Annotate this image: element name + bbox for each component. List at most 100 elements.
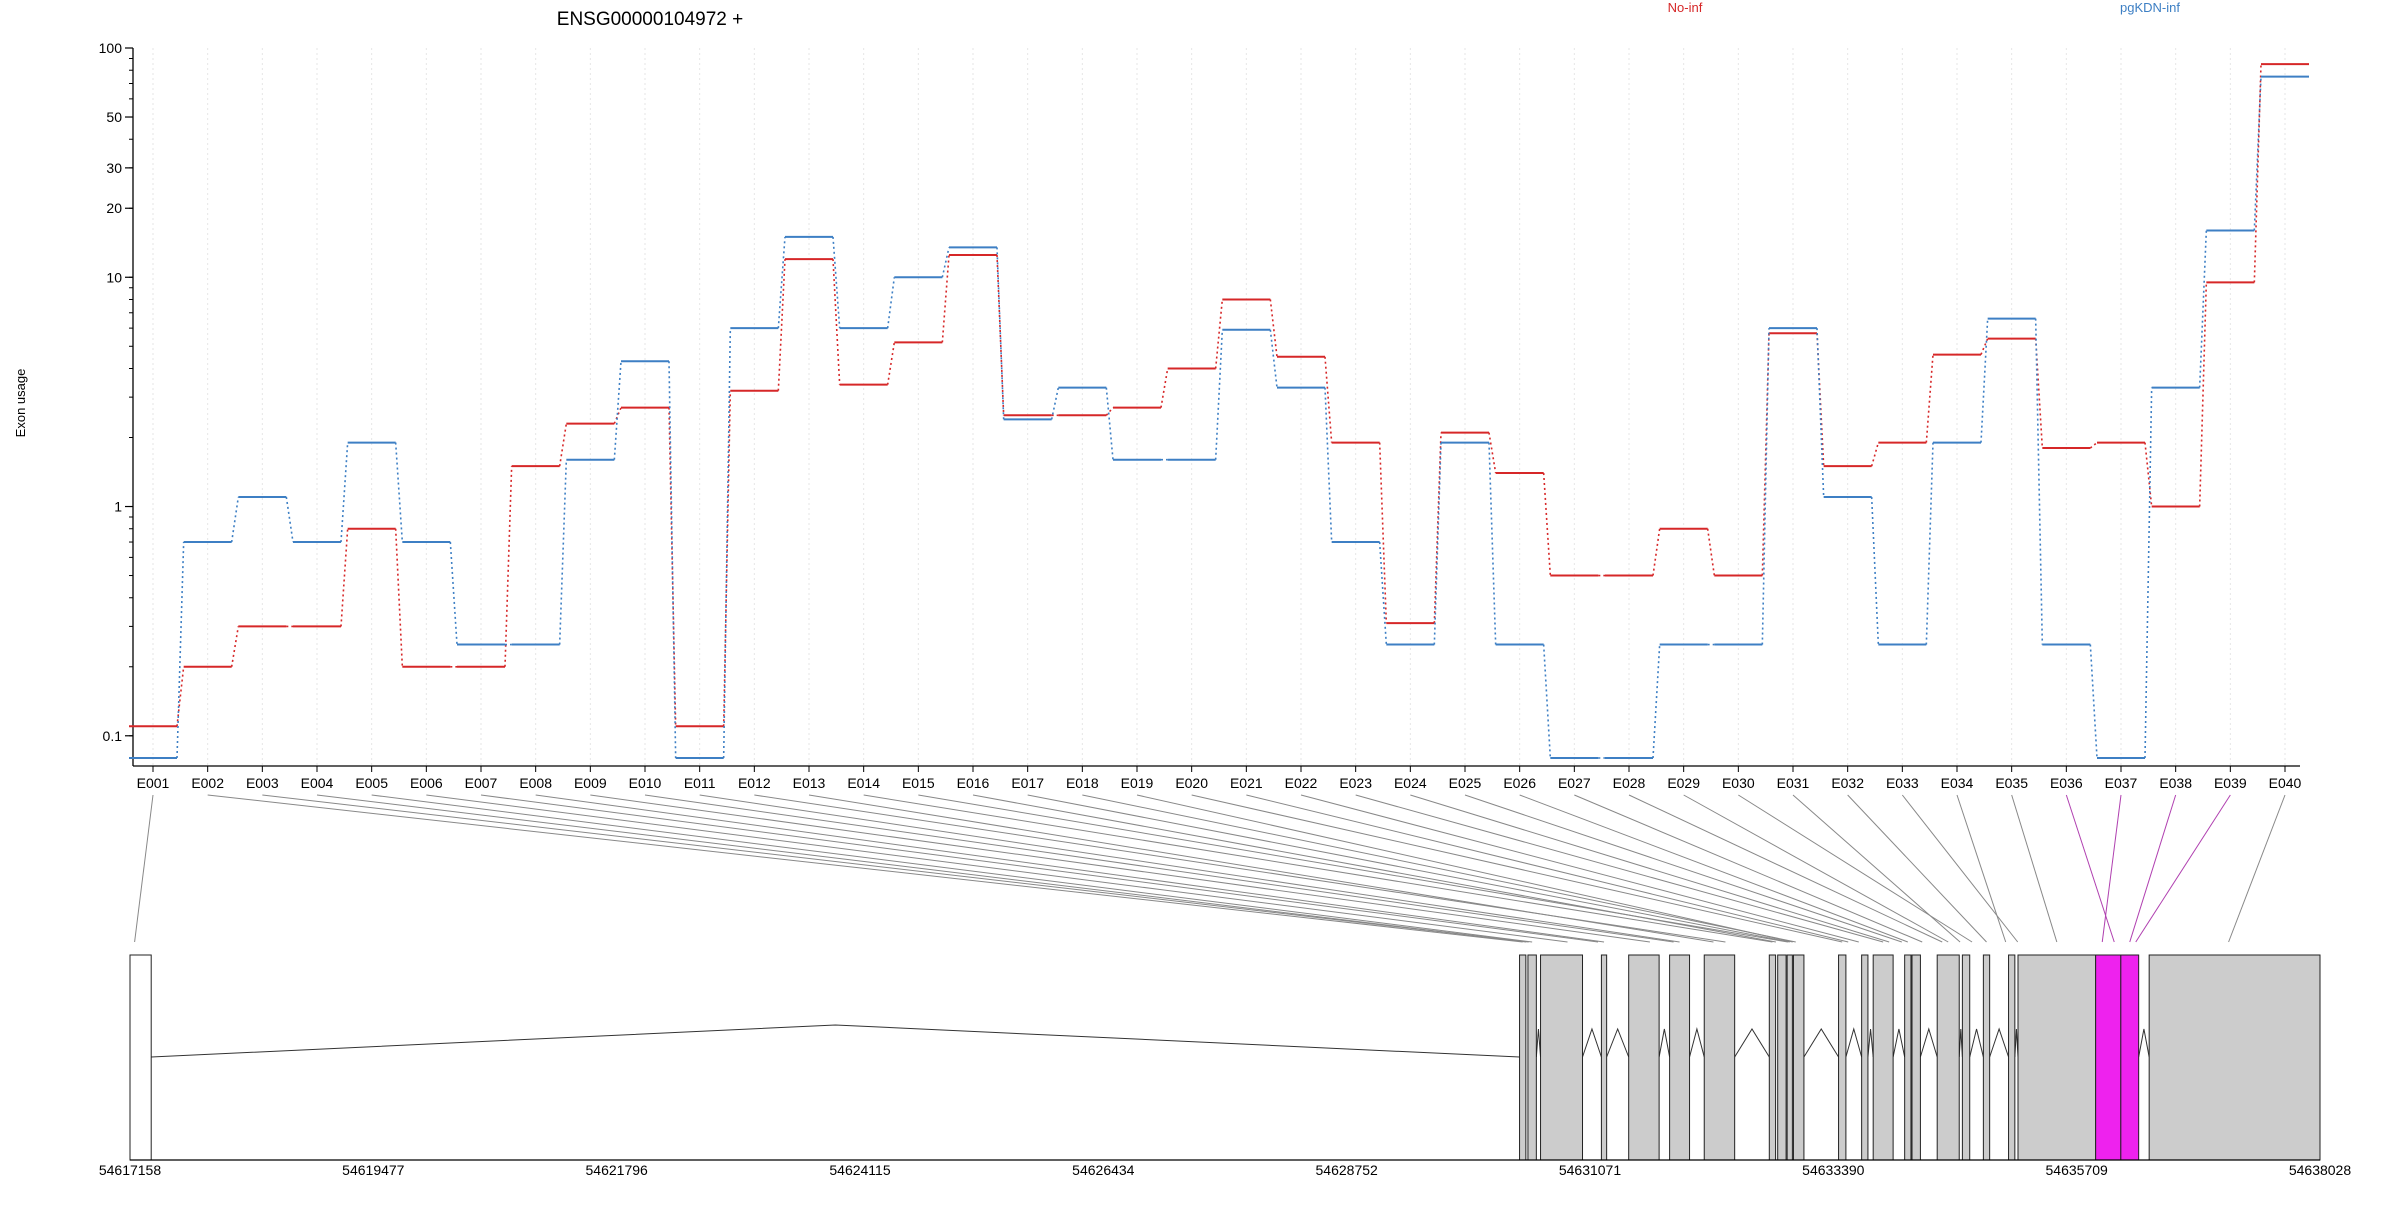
y-tick-label: 50 xyxy=(106,109,122,125)
exon-connectors xyxy=(134,794,2286,943)
connector xyxy=(2198,230,2208,388)
connector xyxy=(832,236,841,329)
label-connector-E023 xyxy=(1355,794,1884,943)
x-tick-label-E017: E017 xyxy=(1011,775,1044,791)
connector xyxy=(1269,299,1278,357)
exon xyxy=(1768,954,1777,1161)
label-connector-E037 xyxy=(2101,794,2122,943)
intron xyxy=(1845,1027,1863,1058)
label-connector-E021 xyxy=(1246,794,1849,943)
intron xyxy=(1969,1028,1984,1058)
coord-tick-label: 54617158 xyxy=(99,1162,162,1178)
x-tick-label-E040: E040 xyxy=(2269,775,2302,791)
y-tick-label: 100 xyxy=(99,40,123,56)
coord-tick-label: 54631071 xyxy=(1559,1162,1622,1178)
series-pgKDN-inf xyxy=(129,75,2309,759)
exon xyxy=(1904,954,1912,1161)
intron xyxy=(2138,1028,2150,1058)
exon xyxy=(1628,954,1660,1161)
label-connector-E008 xyxy=(535,794,1605,943)
connector xyxy=(1488,432,1497,474)
connector xyxy=(340,528,349,627)
label-connector-E031 xyxy=(1792,794,1961,943)
chart-title: ENSG00000104972 + xyxy=(557,9,743,30)
exon xyxy=(2148,954,2321,1161)
connector xyxy=(1870,442,1880,467)
exon xyxy=(1911,954,1921,1161)
x-tick-label-E005: E005 xyxy=(355,775,388,791)
x-tick-label-E007: E007 xyxy=(465,775,498,791)
label-connector-E026 xyxy=(1519,794,1908,943)
x-tick-label-E016: E016 xyxy=(957,775,990,791)
intron xyxy=(1535,1028,1542,1058)
connector xyxy=(1652,528,1661,576)
exon xyxy=(1703,954,1736,1161)
label-connector-E020 xyxy=(1191,794,1843,943)
coord-tick-label: 54638028 xyxy=(2289,1162,2352,1178)
x-tick-label-E025: E025 xyxy=(1449,775,1482,791)
connector xyxy=(2034,338,2044,449)
intron xyxy=(1892,1028,1906,1058)
connector xyxy=(394,442,404,543)
label-connector-E027 xyxy=(1574,794,1923,943)
exon xyxy=(2017,954,2097,1161)
connector xyxy=(2253,64,2262,283)
coord-tick-label: 54626434 xyxy=(1072,1162,1135,1178)
x-tick-label-E014: E014 xyxy=(847,775,880,791)
label-connector-E032 xyxy=(1847,794,1987,943)
label-connector-E024 xyxy=(1410,794,1890,943)
exon xyxy=(1936,954,1960,1161)
intron xyxy=(1919,1027,1938,1058)
x-tick-label-E010: E010 xyxy=(629,775,662,791)
connector xyxy=(558,459,568,645)
connector xyxy=(1925,442,1934,645)
x-tick-label-E036: E036 xyxy=(2050,775,2083,791)
x-tick-label-E006: E006 xyxy=(410,775,443,791)
y-axis-label: Exon usage xyxy=(13,369,28,438)
x-tick-label-E011: E011 xyxy=(684,775,716,791)
x-tick-label-E031: E031 xyxy=(1777,775,1810,791)
intron xyxy=(1989,1027,2010,1058)
connector xyxy=(1488,442,1497,645)
connector xyxy=(1105,387,1114,460)
x-tick-label-E009: E009 xyxy=(574,775,607,791)
connector xyxy=(613,361,622,460)
connector xyxy=(2253,76,2262,231)
connector xyxy=(1433,442,1442,645)
label-connector-E035 xyxy=(2011,794,2058,943)
label-connector-E018 xyxy=(1082,794,1796,943)
legend-no-inf: No-inf xyxy=(1668,0,1703,15)
x-tick-label-E020: E020 xyxy=(1175,775,1208,791)
exon-highlighted xyxy=(2120,954,2140,1161)
connector xyxy=(886,342,896,385)
x-tick-label-E032: E032 xyxy=(1831,775,1864,791)
y-tick-label: 10 xyxy=(106,269,122,285)
x-tick-label-E013: E013 xyxy=(793,775,826,791)
connector xyxy=(558,423,568,467)
connector xyxy=(722,328,732,759)
label-connector-E003 xyxy=(262,794,1529,943)
connector xyxy=(1324,356,1333,443)
x-tick-label-E033: E033 xyxy=(1886,775,1919,791)
label-connector-E017 xyxy=(1027,794,1790,943)
exon xyxy=(1838,954,1847,1161)
exon xyxy=(1777,954,1787,1161)
connector xyxy=(777,236,786,329)
connector xyxy=(1269,329,1278,388)
coord-tick-label: 54628752 xyxy=(1316,1162,1379,1178)
x-tick-label-E029: E029 xyxy=(1667,775,1700,791)
coord-tick-label: 54635709 xyxy=(2046,1162,2109,1178)
coord-tick-label: 54633390 xyxy=(1802,1162,1865,1178)
connector xyxy=(2089,441,2098,449)
label-connector-E039 xyxy=(2135,794,2231,943)
connector xyxy=(2198,282,2208,507)
label-connector-E019 xyxy=(1136,794,1793,943)
gene-model xyxy=(129,954,2321,1161)
x-tick-label-E022: E022 xyxy=(1285,775,1318,791)
label-connector-E009 xyxy=(590,794,1650,943)
genomic-coordinate-axis: 54617158 54619477 54621796 54624115 54626434… xyxy=(99,1159,2352,1178)
intron xyxy=(151,1024,1520,1058)
x-tick-label-E004: E004 xyxy=(301,775,334,791)
connector xyxy=(176,542,185,759)
grid xyxy=(152,48,2286,766)
